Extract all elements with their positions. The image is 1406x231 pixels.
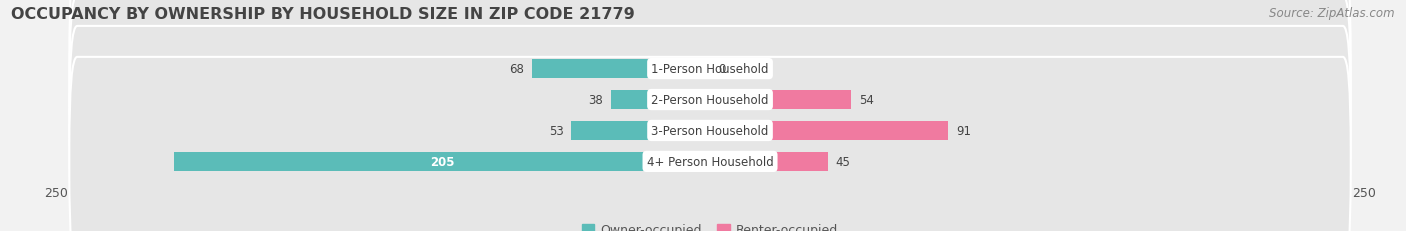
Text: 45: 45 [835, 155, 851, 168]
FancyBboxPatch shape [69, 0, 1351, 173]
Text: 4+ Person Household: 4+ Person Household [647, 155, 773, 168]
FancyBboxPatch shape [69, 58, 1351, 231]
Text: 1-Person Household: 1-Person Household [651, 63, 769, 76]
Bar [710, 121, 948, 140]
Text: 38: 38 [588, 94, 603, 106]
Legend: Owner-occupied, Renter-occupied: Owner-occupied, Renter-occupied [576, 218, 844, 231]
Text: OCCUPANCY BY OWNERSHIP BY HOUSEHOLD SIZE IN ZIP CODE 21779: OCCUPANCY BY OWNERSHIP BY HOUSEHOLD SIZE… [11, 7, 636, 22]
Text: 205: 205 [430, 155, 454, 168]
Text: 2-Person Household: 2-Person Household [651, 94, 769, 106]
FancyBboxPatch shape [69, 0, 1351, 204]
FancyBboxPatch shape [69, 27, 1351, 231]
Bar [174, 152, 710, 171]
Bar [571, 121, 710, 140]
Bar [533, 60, 710, 79]
Text: 0: 0 [718, 63, 725, 76]
Text: 68: 68 [509, 63, 524, 76]
Text: 3-Person Household: 3-Person Household [651, 125, 769, 137]
Text: 54: 54 [859, 94, 875, 106]
Bar [710, 91, 851, 110]
Text: 53: 53 [548, 125, 564, 137]
Text: Source: ZipAtlas.com: Source: ZipAtlas.com [1270, 7, 1395, 20]
Bar [610, 91, 710, 110]
Text: 91: 91 [956, 125, 972, 137]
Bar [710, 152, 828, 171]
